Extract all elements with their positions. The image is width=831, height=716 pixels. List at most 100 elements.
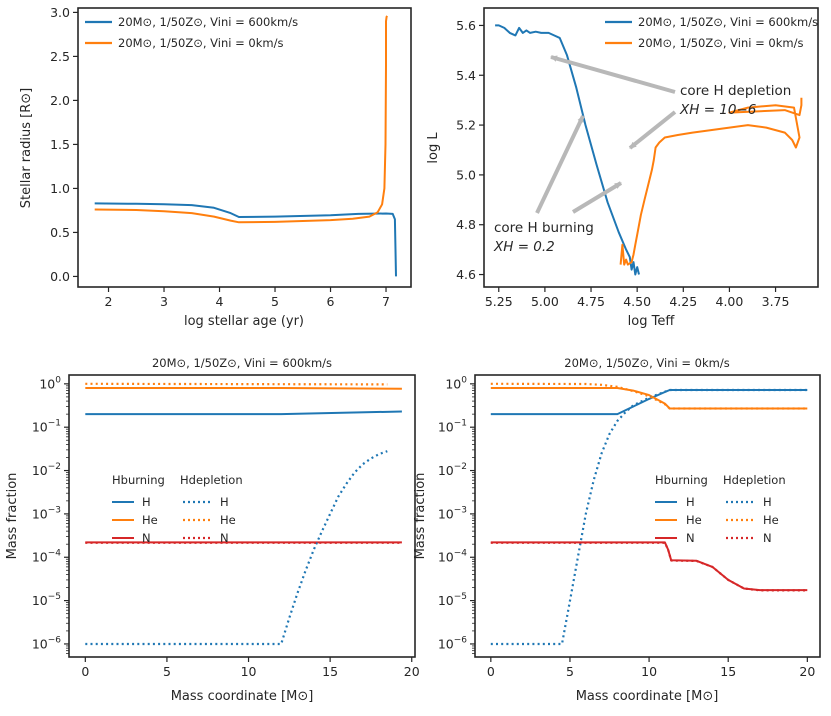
abund-nonrot-xtick-label: 15 [720, 664, 736, 679]
abund-nonrot-legend-h-label-2: H [763, 495, 772, 509]
abund-rot-legend-he-label: He [142, 513, 158, 527]
abund-rot-series-orange-dotted [85, 382, 388, 386]
abund-rot-y-label: Mass fraction [5, 473, 20, 560]
abund-nonrot-legend-n-label: N [686, 531, 695, 545]
annotation-burning-line1: core H burning [494, 220, 594, 236]
abund-rot-series-blue-solid [85, 410, 402, 416]
abund-nonrot-ytick-label: 10−3 [438, 505, 467, 521]
abund-nonrot-series-red-solid [490, 541, 808, 592]
abund-nonrot-legend-depletion-header: Hdepletion [723, 473, 786, 487]
hrd-annotations: core H depletion XH = 10−6 core H burnin… [493, 55, 791, 255]
panel-abundance-rotating: 0 5 10 15 20 10−6 10−5 10−4 10−3 10−2 10−1 100 20M⊙… [5, 356, 420, 704]
abund-rot-xtick-label: 5 [163, 664, 171, 679]
annotation-burning-line2: XH = 0.2 [493, 239, 555, 255]
abund-rot-series-blue-dotted [85, 450, 388, 646]
hrd-legend-nonrot-label: 20M⊙, 1/50Z⊙, Vini = 0km/s [638, 36, 803, 50]
annotation-depletion-line2: XH = 10−6 [679, 102, 756, 118]
abund-rot-xtick-label: 0 [81, 664, 89, 679]
hrd-legend-rot-label: 20M⊙, 1/50Z⊙, Vini = 600km/s [638, 15, 818, 29]
hrd-ytick-label: 5.0 [456, 167, 476, 182]
abund-rot-legend-depletion-header: Hdepletion [180, 473, 243, 487]
abund-nonrot-legend-h-label: H [686, 495, 695, 509]
abund-rot-legend-h-label-2: H [220, 495, 229, 509]
radius-xtick-label: 4 [216, 294, 224, 309]
hrd-xtick-label: 4.25 [669, 294, 697, 309]
hrd-series-orange-solid [619, 97, 803, 266]
hrd-ytick-label: 4.8 [456, 217, 476, 232]
abund-rot-title: 20M⊙, 1/50Z⊙, Vini = 600km/s [152, 356, 332, 370]
abund-rot-xtick-label: 10 [241, 664, 257, 679]
hrd-xtick-label: 3.75 [762, 294, 790, 309]
abund-nonrot-ytick-label: 10−5 [438, 592, 467, 608]
arrow-burning-rot [535, 115, 585, 214]
radius-axes-frame [77, 7, 412, 288]
abund-nonrot-ytick-label: 10−4 [438, 549, 467, 565]
radius-ytick-label: 2.0 [50, 93, 70, 108]
hrd-x-label: log Teff [628, 314, 676, 329]
abund-nonrot-y-label: Mass fraction [413, 473, 428, 560]
abund-nonrot-ytick-label: 100 [445, 375, 467, 391]
annotation-depletion-line1: core H depletion [680, 83, 791, 99]
abund-nonrot-series-orange-dotted [490, 382, 808, 410]
panel-radius: 2 3 4 5 6 7 0.0 0.5 1.0 1.5 2.0 2.5 3.0 log stellar … [19, 5, 412, 329]
abund-nonrot-legend-n-label-2: N [763, 531, 772, 545]
abund-nonrot-xtick-label: 0 [487, 664, 495, 679]
radius-series-orange-solid [94, 15, 388, 224]
hrd-y-label: log L [426, 132, 441, 164]
abund-rot-series-orange-solid [85, 387, 402, 390]
arrow-depletion-rot [550, 55, 676, 94]
abund-rot-legend-h-label: H [142, 495, 151, 509]
abund-rot-ytick-label: 100 [39, 375, 61, 391]
radius-ytick-label: 2.5 [50, 49, 70, 64]
abund-nonrot-series-red-dotted [490, 541, 808, 592]
radius-xtick-label: 5 [271, 294, 279, 309]
abund-nonrot-x-label: Mass coordinate [M⊙] [576, 689, 719, 704]
radius-xtick-label: 6 [327, 294, 335, 309]
hrd-xtick-label: 4.50 [623, 294, 651, 309]
hrd-xtick-label: 5.00 [531, 294, 559, 309]
abund-nonrot-series-blue-dotted [490, 388, 808, 646]
arrow-depletion-nonrot [628, 110, 677, 150]
abund-rot-ytick-label: 10−5 [32, 592, 61, 608]
arrow-burning-nonrot [571, 181, 623, 214]
abund-nonrot-xtick-label: 20 [799, 664, 815, 679]
abund-nonrot-title: 20M⊙, 1/50Z⊙, Vini = 0km/s [564, 356, 729, 370]
abund-nonrot-xtick-label: 5 [566, 664, 574, 679]
radius-series-blue-solid [94, 202, 397, 277]
abund-nonrot-series-blue-solid [490, 389, 808, 416]
radius-ytick-label: 1.0 [50, 181, 70, 196]
abund-rot-ytick-label: 10−6 [32, 635, 61, 651]
hrd-ytick-label: 5.4 [456, 68, 476, 83]
abund-nonrot-ytick-label: 10−6 [438, 635, 467, 651]
radius-ytick-label: 3.0 [50, 5, 70, 20]
panel-abundance-nonrotating: 0 5 10 15 20 10−6 10−5 10−4 10−3 10−2 10−1 100 20M⊙… [413, 356, 821, 704]
hrd-legend: 20M⊙, 1/50Z⊙, Vini = 600km/s 20M⊙, 1/50Z… [605, 15, 818, 50]
abund-rot-ytick-label: 10−1 [32, 419, 61, 435]
hrd-xtick-label: 4.75 [577, 294, 605, 309]
abund-rot-legend-n-label-2: N [220, 531, 229, 545]
radius-xtick-label: 7 [382, 294, 390, 309]
radius-x-label: log stellar age (yr) [184, 314, 304, 329]
radius-legend: 20M⊙, 1/50Z⊙, Vini = 600km/s 20M⊙, 1/50Z… [85, 15, 298, 50]
abund-rot-legend: Hburning Hdepletion H H He He N N [112, 473, 243, 545]
hrd-xtick-label: 5.25 [485, 294, 513, 309]
hrd-xtick-label: 4.00 [716, 294, 744, 309]
radius-legend-nonrot-label: 20M⊙, 1/50Z⊙, Vini = 0km/s [118, 36, 283, 50]
hrd-series-blue-solid [495, 24, 640, 276]
abund-rot-x-label: Mass coordinate [M⊙] [171, 689, 314, 704]
hrd-axes-frame [483, 7, 819, 288]
radius-xtick-label: 3 [160, 294, 168, 309]
abund-rot-legend-n-label: N [142, 531, 151, 545]
abund-nonrot-legend-he-label: He [686, 513, 702, 527]
radius-y-label: Stellar radius [R⊙] [19, 88, 34, 208]
radius-ytick-label: 0.0 [50, 269, 70, 284]
abund-rot-axes-frame [68, 374, 416, 658]
abund-rot-xtick-label: 20 [404, 664, 420, 679]
abund-nonrot-legend-burning-header: Hburning [655, 473, 708, 487]
abund-rot-ytick-label: 10−2 [32, 462, 61, 478]
abund-nonrot-ytick-label: 10−1 [438, 419, 467, 435]
radius-legend-rot-label: 20M⊙, 1/50Z⊙, Vini = 600km/s [118, 15, 298, 29]
hrd-ytick-label: 4.6 [456, 267, 476, 282]
abund-rot-ytick-label: 10−4 [32, 549, 61, 565]
